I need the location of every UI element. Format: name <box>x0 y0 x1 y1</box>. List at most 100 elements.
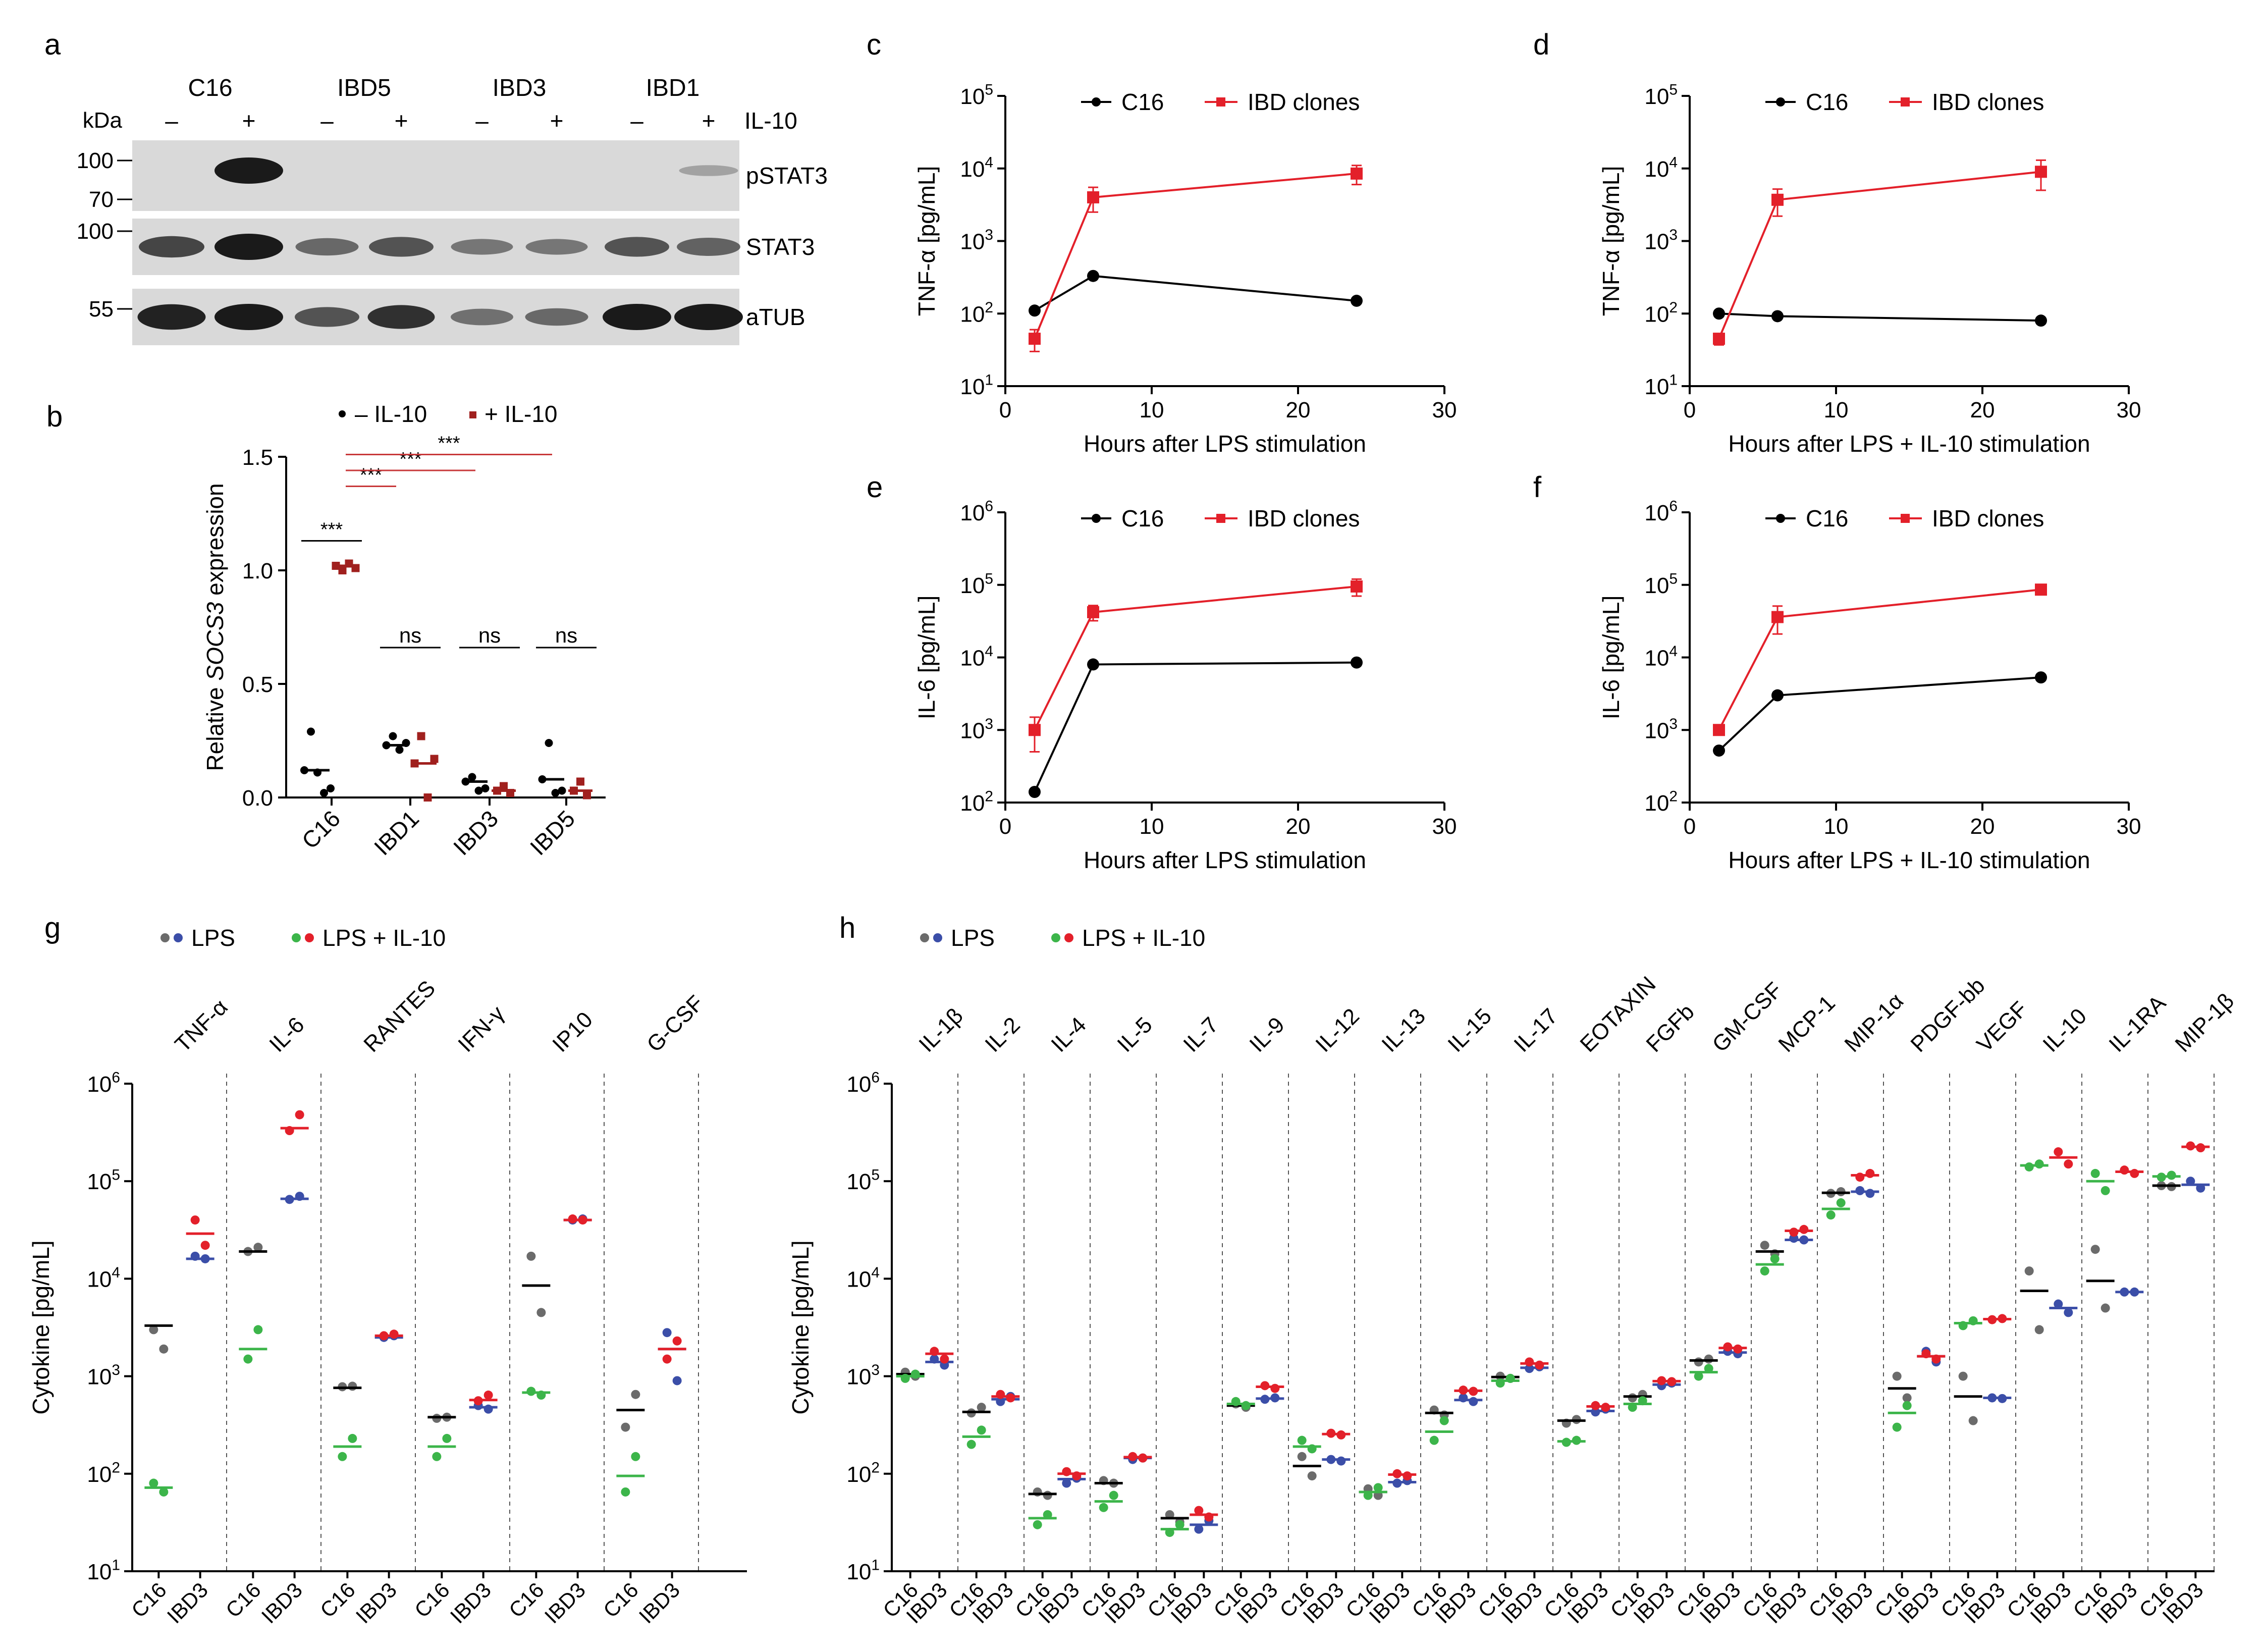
data-point <box>1087 658 1099 671</box>
legend-il10-label: LPS + IL-10 <box>322 925 446 951</box>
data-point <box>149 1478 158 1488</box>
lane-sign: + <box>702 108 716 134</box>
data-point <box>483 1404 493 1414</box>
legend-marker-c16 <box>1776 514 1785 523</box>
series-line <box>1718 171 2041 339</box>
data-point <box>243 1354 253 1364</box>
y-tick-label: 106 <box>1644 498 1678 525</box>
data-point <box>481 784 490 792</box>
blot-band <box>295 238 359 256</box>
series-line <box>1034 661 1357 792</box>
data-point <box>1469 1397 1478 1406</box>
data-point <box>1429 1435 1439 1445</box>
data-point <box>1902 1401 1912 1410</box>
legend-lps-blue <box>933 933 942 942</box>
y-tick-label: 1.5 <box>242 445 273 470</box>
data-point <box>672 1336 682 1346</box>
x-tick-label: C16 <box>297 805 345 854</box>
data-point <box>2090 1245 2100 1254</box>
x-tick-label: IBD3 <box>540 1578 590 1628</box>
data-point <box>442 1433 452 1443</box>
data-point <box>1958 1371 1968 1381</box>
data-point <box>1799 1224 1809 1234</box>
data-point <box>1297 1435 1307 1445</box>
legend-lps-grey <box>160 933 170 942</box>
data-point <box>1006 1393 1015 1403</box>
y-tick-label: 103 <box>1644 716 1678 743</box>
data-point <box>977 1403 986 1412</box>
data-point <box>662 1328 672 1338</box>
y-tick-label: 105 <box>960 570 993 598</box>
x-tick-label: IBD3 <box>448 805 503 860</box>
group-label: RANTES <box>359 976 440 1057</box>
data-point <box>1029 304 1041 317</box>
x-tick-label: 20 <box>1970 814 1995 839</box>
group-label: GM-CSF <box>1707 978 1787 1057</box>
y-tick-label: 1.0 <box>242 559 273 583</box>
legend-marker-c16 <box>1092 514 1101 523</box>
panel-g-cytokine-chart: g LPS LPS + IL-10 101 102 103 104 105 106 Cytokin… <box>28 912 747 1628</box>
y-tick-label: 102 <box>87 1459 120 1486</box>
panel-d-tnf-lps-il10-chart: d 101 102 103 104 105 0 10 20 30 Hours after LPS +… <box>1533 28 2141 457</box>
blot-band <box>451 308 513 326</box>
data-point <box>389 732 397 740</box>
y-tick-label: 103 <box>960 716 993 743</box>
data-point <box>631 1452 640 1461</box>
y-tick-label: 105 <box>1644 82 1678 109</box>
y-tick-label: 102 <box>1644 299 1678 327</box>
data-point <box>348 1381 357 1391</box>
data-point <box>621 1422 630 1432</box>
x-tick-label: 10 <box>1824 814 1849 839</box>
group-label: IL-4 <box>1046 1012 1091 1057</box>
panel-e-il6-lps-chart: e 102 103 104 105 106 0 10 20 30 Hours after LPS s… <box>867 471 1457 873</box>
panel-letter-a: a <box>44 28 61 61</box>
x-tick-label: IBD3 <box>257 1578 307 1628</box>
significance-label: *** <box>320 519 343 541</box>
data-point <box>1771 611 1784 623</box>
y-tick-label: 104 <box>1644 154 1678 181</box>
group-label: VEGF <box>1972 997 2032 1057</box>
legend-label-c16: C16 <box>1806 505 1848 531</box>
y-tick-label: 0.0 <box>242 786 273 811</box>
data-point <box>320 789 328 797</box>
group-label: IP10 <box>548 1007 598 1057</box>
legend-label-ibd: IBD clones <box>1932 89 2044 115</box>
data-point <box>1525 1357 1534 1367</box>
data-point <box>1770 1254 1780 1263</box>
data-point <box>159 1487 169 1497</box>
data-point <box>672 1376 682 1385</box>
blot-band <box>525 239 588 255</box>
data-point <box>1109 1490 1118 1500</box>
significance-label: ns <box>399 623 421 647</box>
panel-a-western-blot: a C16 IBD5 IBD3 IBD1 kDa – + – + – + – + IL-10 100 70 pST… <box>44 28 828 345</box>
data-point <box>2035 166 2047 178</box>
blot-band <box>369 237 434 257</box>
panel-h-cytokine-chart: h LPS LPS + IL-10 101 102 103 104 105 106 Cytokin… <box>787 912 2239 1628</box>
group-label: IL-12 <box>1311 1004 1364 1057</box>
data-point <box>149 1325 158 1335</box>
data-point <box>1062 1478 1071 1488</box>
data-point <box>327 784 335 792</box>
group-label: IFN-γ <box>453 1001 509 1057</box>
panel-letter-h: h <box>839 912 855 944</box>
data-point <box>526 1251 536 1261</box>
group-label: IL-1RA <box>2104 990 2171 1057</box>
legend-label-c16: C16 <box>1806 89 1848 115</box>
data-point <box>1628 1393 1637 1403</box>
x-tick-label: IBD3 <box>351 1578 401 1628</box>
data-point <box>2034 1325 2044 1335</box>
y-tick-label: 102 <box>960 299 993 327</box>
data-point <box>1704 1354 1713 1364</box>
group-label: G-CSF <box>642 991 708 1057</box>
kda-marker: 100 <box>77 219 114 244</box>
clone-label: IBD3 <box>493 75 547 101</box>
data-point <box>1351 294 1363 307</box>
lane-sign: – <box>475 108 489 134</box>
data-point <box>474 786 483 795</box>
data-point <box>1713 744 1725 757</box>
data-point <box>583 791 591 800</box>
data-point <box>432 1452 442 1461</box>
lane-sign: + <box>242 108 256 134</box>
data-point <box>1535 1360 1544 1370</box>
x-tick-label: IBD5 <box>525 805 580 860</box>
